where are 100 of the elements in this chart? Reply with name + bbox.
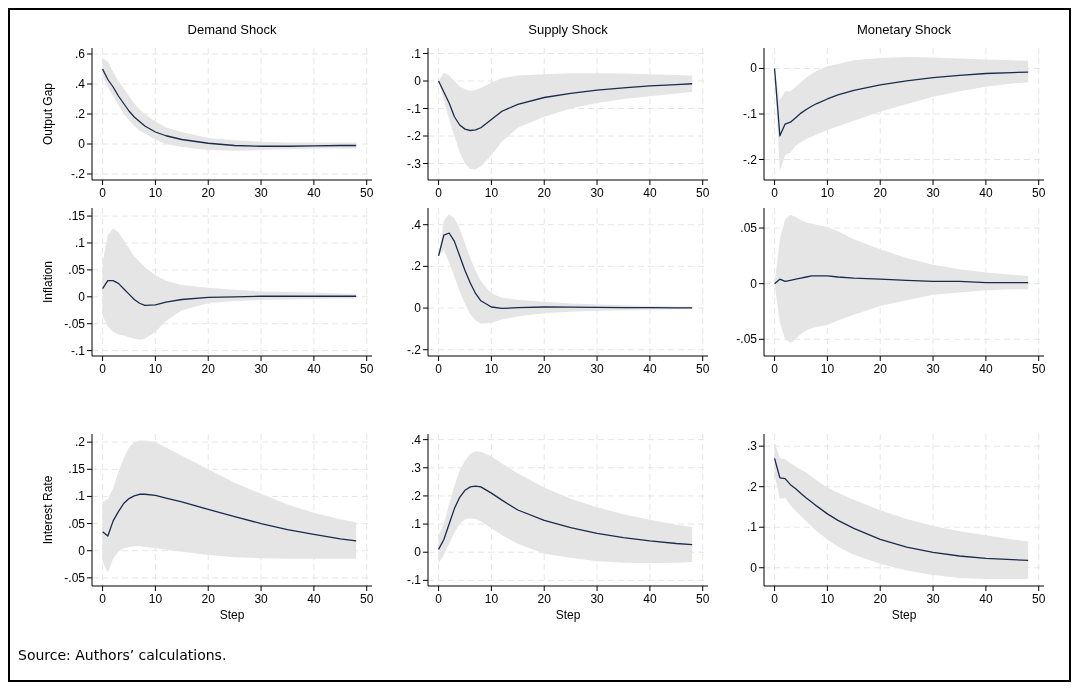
y-tick-label: .1 [746, 520, 758, 535]
x-tick-label: 40 [307, 592, 321, 606]
y-tick-label: .05 [68, 262, 86, 277]
y-tick-label: -.1 [70, 343, 86, 358]
y-tick-label: -.2 [406, 129, 422, 143]
x-tick-label: 0 [435, 186, 443, 200]
y-tick-label: 0 [78, 543, 86, 558]
y-tick-label: .1 [410, 46, 422, 61]
x-tick-label: 0 [99, 186, 107, 200]
y-tick-label: 0 [750, 61, 758, 76]
line-series [437, 80, 693, 132]
y-tick-label: 0 [78, 137, 86, 151]
x-tick-label: 10 [820, 186, 835, 200]
y-tick-label: -.1 [406, 573, 422, 588]
x-tick-label: 0 [771, 186, 779, 200]
chart-title: Demand Shock [187, 22, 277, 37]
y-tick-label: .1 [74, 235, 86, 250]
y-axis-title: Inflation [41, 260, 55, 304]
x-tick-label: 20 [201, 592, 216, 606]
line-series [773, 67, 1029, 137]
x-tick-label: 50 [1032, 592, 1046, 606]
x-tick-label: 40 [643, 186, 657, 200]
y-tick-label: .1 [410, 517, 422, 532]
x-tick-label: 30 [254, 592, 269, 606]
x-tick-label: 0 [435, 362, 443, 376]
y-tick-label: 0 [750, 560, 758, 575]
x-tick-label: 40 [307, 186, 321, 200]
line-series [773, 275, 1029, 285]
x-tick-label: 30 [926, 362, 941, 376]
y-tick-label: .4 [410, 432, 422, 447]
x-tick-label: 20 [537, 186, 552, 200]
y-tick-label: .2 [410, 488, 422, 503]
x-tick-label: 0 [771, 362, 779, 376]
x-tick-label: 30 [926, 592, 941, 606]
x-tick-label: 20 [201, 186, 216, 200]
y-tick-label: .3 [410, 460, 422, 475]
y-axis-title: Interest Rate [41, 475, 55, 545]
x-tick-label: 30 [926, 186, 941, 200]
x-tick-label: 50 [696, 592, 710, 606]
line-series [101, 493, 357, 542]
x-tick-label: 20 [873, 592, 888, 606]
y-tick-label: -.2 [406, 342, 422, 357]
line-series [437, 232, 693, 310]
y-tick-label: 0 [414, 74, 422, 88]
x-tick-label: 40 [979, 362, 993, 376]
x-tick-label: 50 [696, 362, 710, 376]
y-tick-label: -.05 [64, 570, 86, 585]
x-tick-label: 30 [590, 362, 605, 376]
x-tick-label: 20 [201, 362, 216, 376]
x-tick-label: 10 [484, 186, 499, 200]
x-tick-label: 0 [99, 362, 107, 376]
x-axis-title: Step [555, 608, 581, 622]
x-tick-label: 0 [435, 592, 443, 606]
x-tick-label: 50 [360, 186, 374, 200]
y-tick-label: .15 [68, 209, 86, 224]
x-tick-label: 20 [537, 362, 552, 376]
y-tick-label: .2 [746, 479, 758, 494]
x-tick-label: 50 [1032, 186, 1046, 200]
x-tick-label: 30 [254, 362, 269, 376]
y-tick-label: 0 [78, 289, 86, 304]
x-tick-label: 40 [307, 362, 321, 376]
x-tick-label: 50 [1032, 362, 1046, 376]
source-note: Source: Authors’ calculations. [18, 647, 227, 663]
x-tick-label: 30 [590, 592, 605, 606]
y-tick-label: .2 [74, 107, 86, 121]
x-tick-label: 10 [148, 592, 163, 606]
y-tick-label: -.1 [406, 101, 422, 116]
y-tick-label: .15 [68, 462, 86, 477]
x-tick-label: 10 [820, 362, 835, 376]
x-tick-label: 20 [873, 362, 888, 376]
x-tick-label: 40 [979, 592, 993, 606]
y-tick-label: -.3 [406, 156, 422, 171]
line-series [437, 485, 693, 551]
y-tick-label: 0 [414, 301, 422, 316]
x-axis-title: Step [891, 608, 917, 622]
y-tick-label: -.1 [742, 107, 758, 121]
line-series [101, 280, 357, 307]
line-series [101, 68, 357, 147]
x-tick-label: 0 [99, 592, 107, 606]
x-tick-label: 50 [360, 362, 374, 376]
y-tick-label: .05 [68, 516, 86, 531]
y-tick-label: .1 [74, 489, 86, 504]
y-tick-label: -.05 [64, 316, 86, 331]
x-tick-label: 0 [771, 592, 779, 606]
chart-title: Monetary Shock [857, 22, 952, 37]
y-tick-label: .4 [74, 77, 86, 91]
y-tick-label: .2 [410, 259, 422, 274]
x-tick-label: 10 [484, 362, 499, 376]
x-axis-title: Step [219, 608, 245, 622]
chart-title: Supply Shock [528, 22, 609, 37]
y-tick-label: .6 [74, 47, 86, 61]
y-tick-label: 0 [750, 276, 758, 291]
x-tick-label: 10 [484, 592, 499, 606]
x-tick-label: 40 [979, 186, 993, 200]
x-tick-label: 10 [148, 362, 163, 376]
y-tick-label: 0 [414, 545, 422, 560]
y-tick-label: -.2 [742, 152, 758, 167]
y-tick-label: -.05 [736, 332, 758, 347]
x-tick-label: 30 [590, 186, 605, 200]
x-tick-label: 40 [643, 362, 657, 376]
